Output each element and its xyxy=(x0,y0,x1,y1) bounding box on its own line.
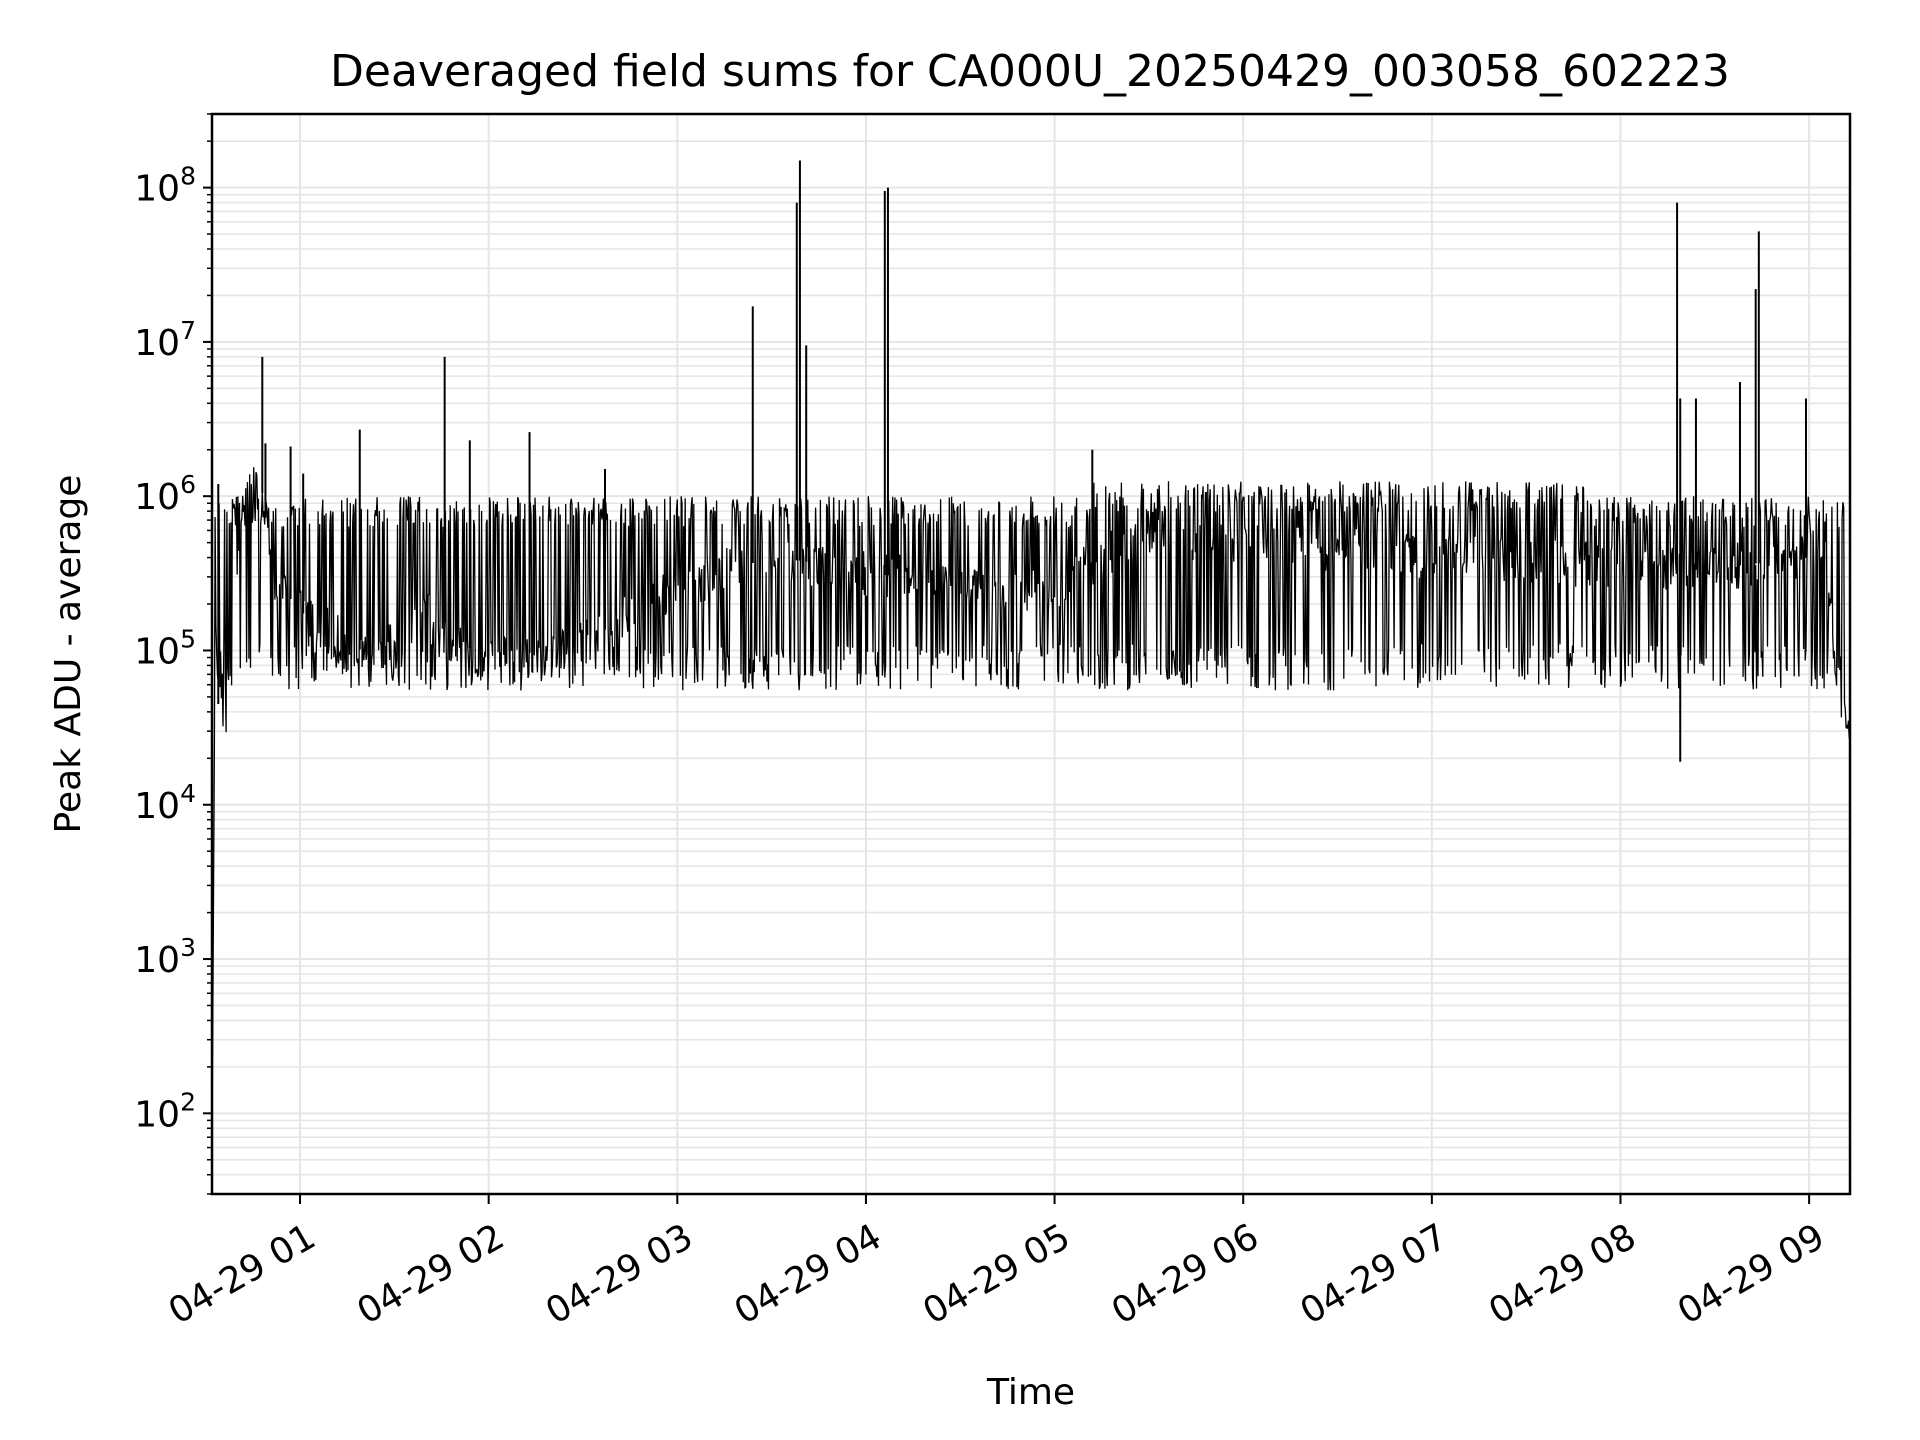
y-tick-label: 103 xyxy=(134,933,196,981)
y-tick-exponent: 4 xyxy=(180,779,196,808)
x-axis-label: Time xyxy=(986,1372,1075,1413)
y-tick-exponent: 5 xyxy=(180,624,196,653)
y-tick-label: 106 xyxy=(134,470,196,518)
y-tick-label: 104 xyxy=(134,779,196,827)
y-tick-base: 10 xyxy=(134,323,180,364)
y-tick-base: 10 xyxy=(134,169,180,210)
y-tick-label: 102 xyxy=(134,1087,196,1135)
y-tick-label: 108 xyxy=(134,162,196,210)
y-tick-exponent: 7 xyxy=(180,316,196,345)
y-tick-base: 10 xyxy=(134,1094,180,1135)
y-axis-label: Peak ADU - average xyxy=(48,475,89,834)
y-tick-exponent: 3 xyxy=(180,933,196,962)
plot-frame xyxy=(210,112,1852,1196)
y-tick-exponent: 2 xyxy=(180,1087,196,1116)
y-tick-base: 10 xyxy=(134,477,180,518)
y-tick-label: 105 xyxy=(134,624,196,672)
y-tick-label: 107 xyxy=(134,316,196,364)
chart-title: Deaveraged field sums for CA000U_2025042… xyxy=(330,46,1730,97)
y-tick-exponent: 8 xyxy=(180,162,196,191)
y-tick-base: 10 xyxy=(134,940,180,981)
y-tick-base: 10 xyxy=(134,631,180,672)
y-tick-exponent: 6 xyxy=(180,470,196,499)
data-line xyxy=(211,160,1851,1145)
y-tick-base: 10 xyxy=(134,786,180,827)
data-trace xyxy=(211,467,1851,1145)
